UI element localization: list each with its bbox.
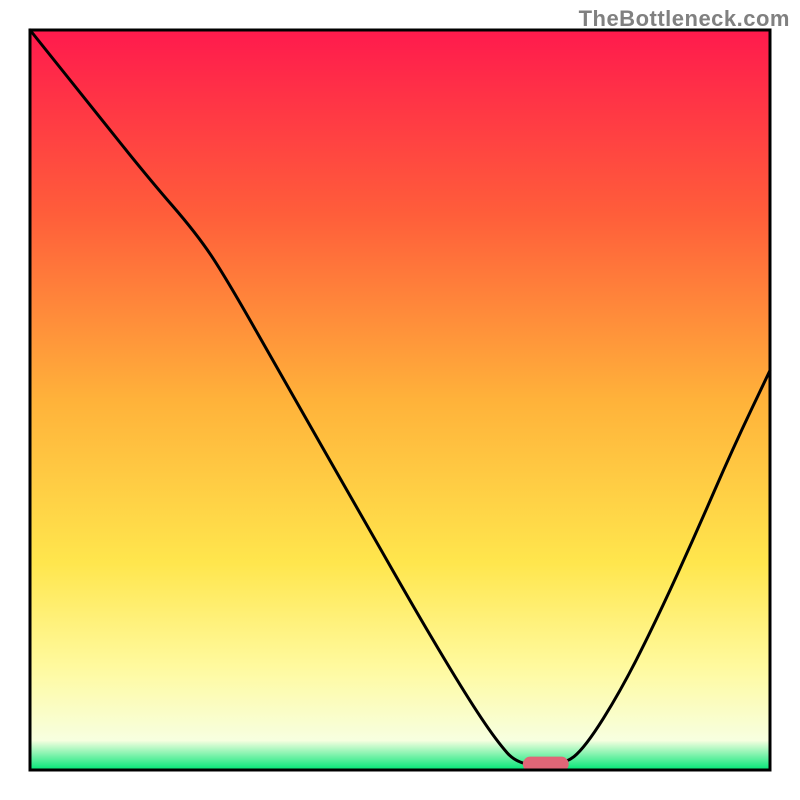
- watermark-text: TheBottleneck.com: [579, 6, 790, 32]
- bottleneck-chart: TheBottleneck.com: [0, 0, 800, 800]
- chart-svg: [0, 0, 800, 800]
- plot-gradient-background: [30, 30, 770, 770]
